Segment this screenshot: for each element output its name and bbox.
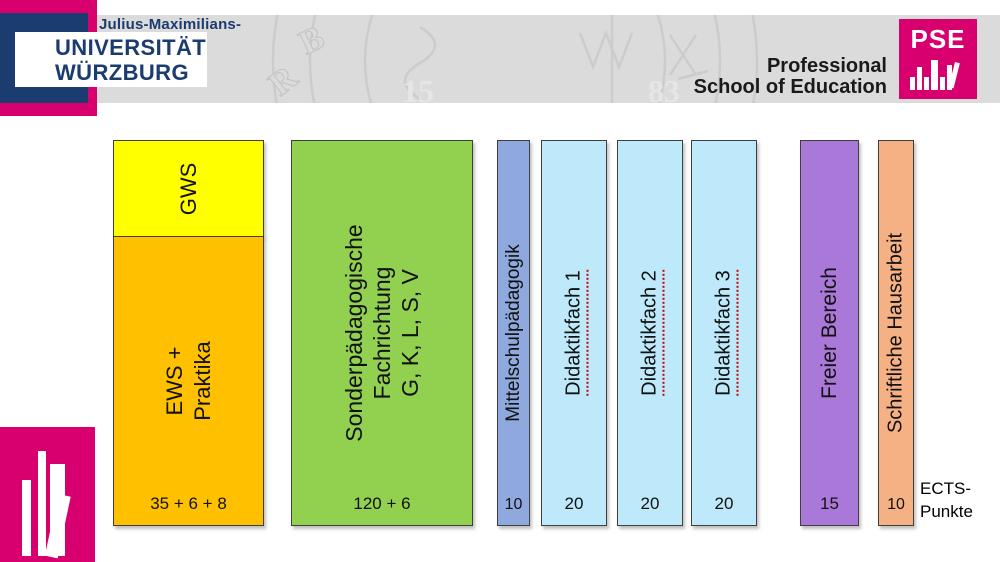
bar-value: 120 + 6 <box>353 494 411 513</box>
pse-corner-logo <box>0 427 95 562</box>
bar-label: Didaktikfach 1 <box>562 270 589 396</box>
spellcheck-underline: Didaktikfach 3 <box>712 270 739 396</box>
ects-unit-line2: Punkte <box>920 502 973 521</box>
bar-label: Mittelschulpädagogik <box>502 244 524 422</box>
bar-didaktikfach-3: Didaktikfach 3 20 <box>691 140 757 526</box>
bar-value: 10 <box>504 496 523 513</box>
bar-didaktikfach-2: Didaktikfach 2 20 <box>617 140 683 526</box>
university-name-line1: UNIVERSITÄT <box>55 35 207 60</box>
pse-org-line1: Professional <box>766 55 887 77</box>
bar-value: 20 <box>564 494 584 513</box>
seal-letter-bottom: R <box>262 59 304 103</box>
bar-value: 20 <box>640 494 660 513</box>
bar-ews-gws: GWS EWS + Praktika 35 + 6 + 8 <box>113 140 264 526</box>
bar-label: Didaktikfach 2 <box>638 270 665 396</box>
pse-logo-label: PSE <box>910 24 966 54</box>
bar-segment-ews-praktika: EWS + Praktika 35 + 6 + 8 <box>113 236 264 526</box>
seal-year-left: 15 <box>402 73 434 103</box>
bar-freier-bereich: Freier Bereich 15 <box>800 140 859 526</box>
bar-sonderpaedagogische-fachrichtung: Sonderpädagogische Fachrichtung G, K, L,… <box>291 140 473 526</box>
bar-label: GWS <box>175 162 201 215</box>
bar-label: Sonderpädagogische Fachrichtung G, K, L,… <box>340 224 424 441</box>
bar-mittelschulpaedagogik: Mittelschulpädagogik 10 <box>497 140 530 526</box>
pse-logo: PSE <box>899 19 977 99</box>
jmu-pretitle: Julius-Maximilians- <box>99 16 242 33</box>
seal-letter-top: B <box>294 19 330 62</box>
bar-value: 35 + 6 + 8 <box>150 494 227 513</box>
pse-org-line2: School of Education <box>693 76 887 98</box>
bar-value: 10 <box>887 496 905 513</box>
bar-label-line: EWS + <box>161 346 187 416</box>
university-seal-watermark: B R 15 83 <box>262 15 759 103</box>
bar-value: 15 <box>820 494 839 513</box>
bar-label-line: Sonderpädagogische <box>341 224 367 442</box>
bar-label: Schriftliche Hausarbeit <box>884 232 907 434</box>
jmu-logo-text-panel <box>15 32 207 87</box>
ects-unit-label: ECTS- Punkte <box>920 477 973 523</box>
books-icon <box>910 60 960 90</box>
bar-label-line: G, K, L, S, V <box>397 269 423 397</box>
bar-value: 20 <box>714 494 734 513</box>
bar-label-line: Fachrichtung <box>369 266 395 400</box>
bar-didaktikfach-1: Didaktikfach 1 20 <box>541 140 607 526</box>
bar-schriftliche-hausarbeit: Schriftliche Hausarbeit 10 <box>878 140 914 526</box>
bar-label: EWS + Praktika <box>161 341 217 420</box>
seal-year-right: 83 <box>648 73 680 103</box>
bar-label: Didaktikfach 3 <box>712 270 739 396</box>
university-wordmark: UNIVERSITÄT WÜRZBURG <box>55 35 206 85</box>
bar-label-line: Praktika <box>189 341 215 421</box>
spellcheck-underline: Didaktikfach 1 <box>562 270 589 396</box>
books-icon <box>22 451 71 559</box>
pse-wordmark: Professional School of Education <box>694 56 887 98</box>
spellcheck-underline: Didaktikfach 2 <box>638 270 665 396</box>
university-name-line2: WÜRZBURG <box>55 60 189 85</box>
ects-unit-line1: ECTS- <box>920 479 971 498</box>
bar-segment-gws: GWS <box>113 140 264 237</box>
bar-label: Freier Bereich <box>817 267 841 399</box>
